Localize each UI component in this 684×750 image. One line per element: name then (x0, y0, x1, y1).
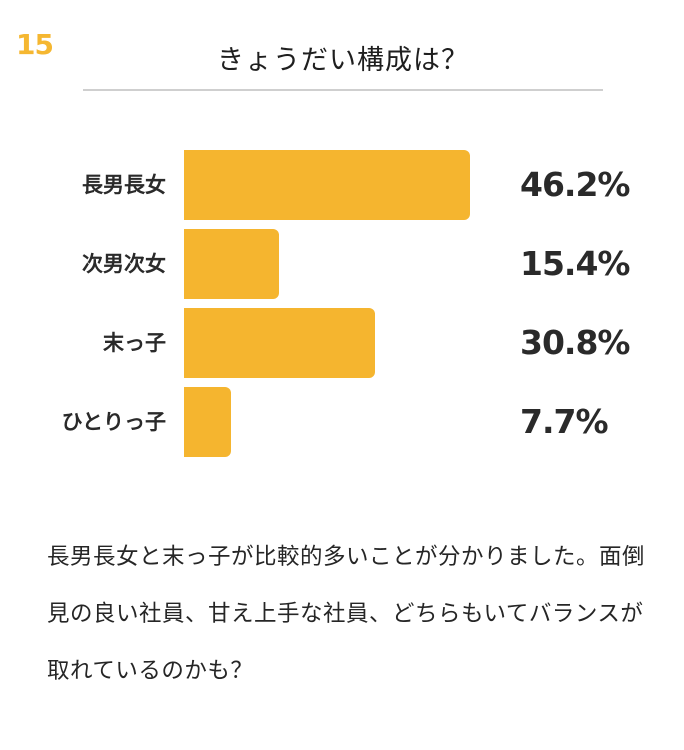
question-number: 15 (16, 28, 54, 61)
bar-label: 末っ子 (103, 331, 166, 355)
bar-label: 長男長女 (82, 173, 166, 197)
bar (184, 308, 375, 378)
title-divider (83, 89, 603, 91)
bar-value: 15.4% (520, 244, 630, 283)
bar-row-eldest: 長男長女 46.2% (0, 150, 684, 220)
bar-value: 7.7% (520, 402, 609, 441)
bar-row-second: 次男次女 15.4% (0, 229, 684, 299)
bar-label: 次男次女 (82, 252, 166, 276)
bar (184, 387, 231, 457)
bar-row-only-child: ひとりっ子 7.7% (0, 387, 684, 457)
bar-value: 30.8% (520, 323, 630, 362)
description-text: 長男長女と末っ子が比較的多いことが分かりました。面倒見の良い社員、甘え上手な社員… (47, 543, 646, 684)
bar-label: ひとりっ子 (61, 410, 166, 434)
chart-title: きょうだい構成は？ (217, 45, 469, 76)
bar-row-youngest: 末っ子 30.8% (0, 308, 684, 378)
bar-value: 46.2% (520, 165, 630, 204)
bar (184, 150, 470, 220)
bar (184, 229, 279, 299)
